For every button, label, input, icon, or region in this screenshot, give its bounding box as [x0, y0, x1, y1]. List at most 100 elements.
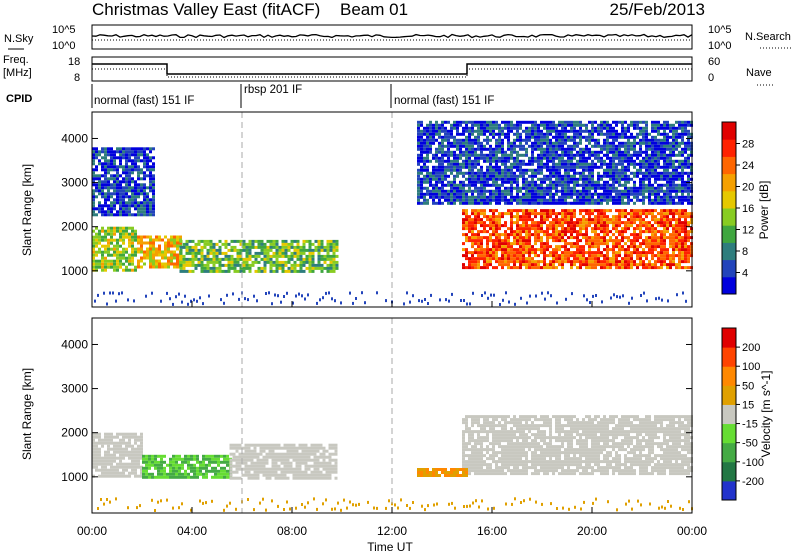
data-cell [555, 245, 558, 249]
data-cell [684, 150, 687, 154]
data-cell [179, 263, 183, 267]
data-cell [176, 262, 179, 266]
data-cell [669, 201, 672, 205]
data-cell [522, 120, 525, 124]
data-cell [140, 244, 143, 248]
data-cell [465, 144, 468, 148]
data-cell [531, 195, 534, 199]
data-cell [585, 168, 588, 172]
data-cell [128, 189, 131, 193]
data-cell [495, 230, 498, 234]
data-cell [657, 153, 660, 157]
data-cell [651, 257, 654, 261]
data-cell [642, 224, 645, 228]
data-cell [468, 183, 471, 187]
data-cell [456, 147, 459, 151]
data-cell [531, 132, 534, 136]
data-cell [140, 438, 143, 442]
y-tick-label: 3000 [61, 176, 88, 190]
data-cell [498, 198, 501, 202]
data-cell [287, 248, 291, 252]
data-cell [302, 263, 306, 267]
data-cell [122, 474, 125, 478]
data-cell [507, 239, 510, 243]
data-cell [600, 129, 603, 133]
data-cell [107, 244, 110, 248]
data-cell [678, 209, 681, 213]
data-cell [654, 186, 657, 190]
data-cell [558, 230, 561, 234]
data-cell [546, 135, 549, 139]
data-cell [636, 162, 639, 166]
data-cell [642, 218, 645, 222]
data-cell [576, 230, 579, 234]
data-cell [516, 192, 519, 196]
data-cell [465, 189, 468, 193]
data-cell [107, 204, 110, 208]
data-cell [480, 248, 483, 252]
data-cell [435, 156, 438, 160]
ground-scatter-cell [364, 301, 366, 305]
data-cell [163, 469, 166, 473]
data-cell [131, 195, 134, 199]
data-cell [513, 242, 516, 246]
data-cell [594, 120, 597, 124]
data-cell [477, 162, 480, 166]
data-cell [633, 248, 636, 252]
data-cell [540, 212, 543, 216]
ground-scatter-cell [199, 296, 201, 300]
data-cell [489, 126, 492, 130]
data-cell [543, 126, 546, 130]
data-cell [122, 226, 125, 230]
data-cell [510, 260, 513, 264]
data-cell [143, 150, 146, 154]
data-cell [555, 212, 558, 216]
data-cell [516, 218, 519, 222]
data-cell [254, 269, 258, 273]
data-cell [170, 241, 173, 245]
data-cell [504, 248, 507, 252]
data-cell [525, 209, 528, 213]
data-cell [104, 171, 107, 175]
data-cell [618, 159, 621, 163]
data-cell [537, 141, 540, 145]
data-cell [125, 447, 128, 451]
data-cell [534, 221, 537, 225]
data-cell [552, 129, 555, 133]
data-cell [648, 239, 651, 243]
data-cell [302, 269, 306, 273]
data-cell [549, 132, 552, 136]
data-cell [618, 230, 621, 234]
data-cell [522, 263, 525, 267]
data-cell [534, 239, 537, 243]
data-cell [675, 159, 678, 163]
data-cell [107, 177, 110, 181]
data-cell [101, 204, 104, 208]
data-cell [552, 260, 555, 264]
data-cell [263, 263, 267, 267]
data-cell [134, 456, 137, 460]
data-cell [567, 120, 570, 124]
data-cell [525, 257, 528, 261]
data-cell [606, 224, 609, 228]
data-cell [465, 165, 468, 169]
data-cell [116, 450, 119, 454]
data-cell [645, 257, 648, 261]
data-cell [128, 232, 131, 236]
data-cell [110, 165, 113, 169]
data-cell [537, 132, 540, 136]
data-cell [627, 147, 630, 151]
data-cell [681, 227, 684, 231]
data-cell [432, 132, 435, 136]
data-cell [588, 180, 591, 184]
data-cell [212, 263, 216, 267]
data-cell [107, 432, 110, 436]
data-cell [110, 153, 113, 157]
data-cell [645, 224, 648, 228]
data-cell [594, 180, 597, 184]
data-cell [450, 183, 453, 187]
data-cell [681, 168, 684, 172]
data-cell [681, 201, 684, 205]
data-cell [504, 230, 507, 234]
data-cell [630, 257, 633, 261]
